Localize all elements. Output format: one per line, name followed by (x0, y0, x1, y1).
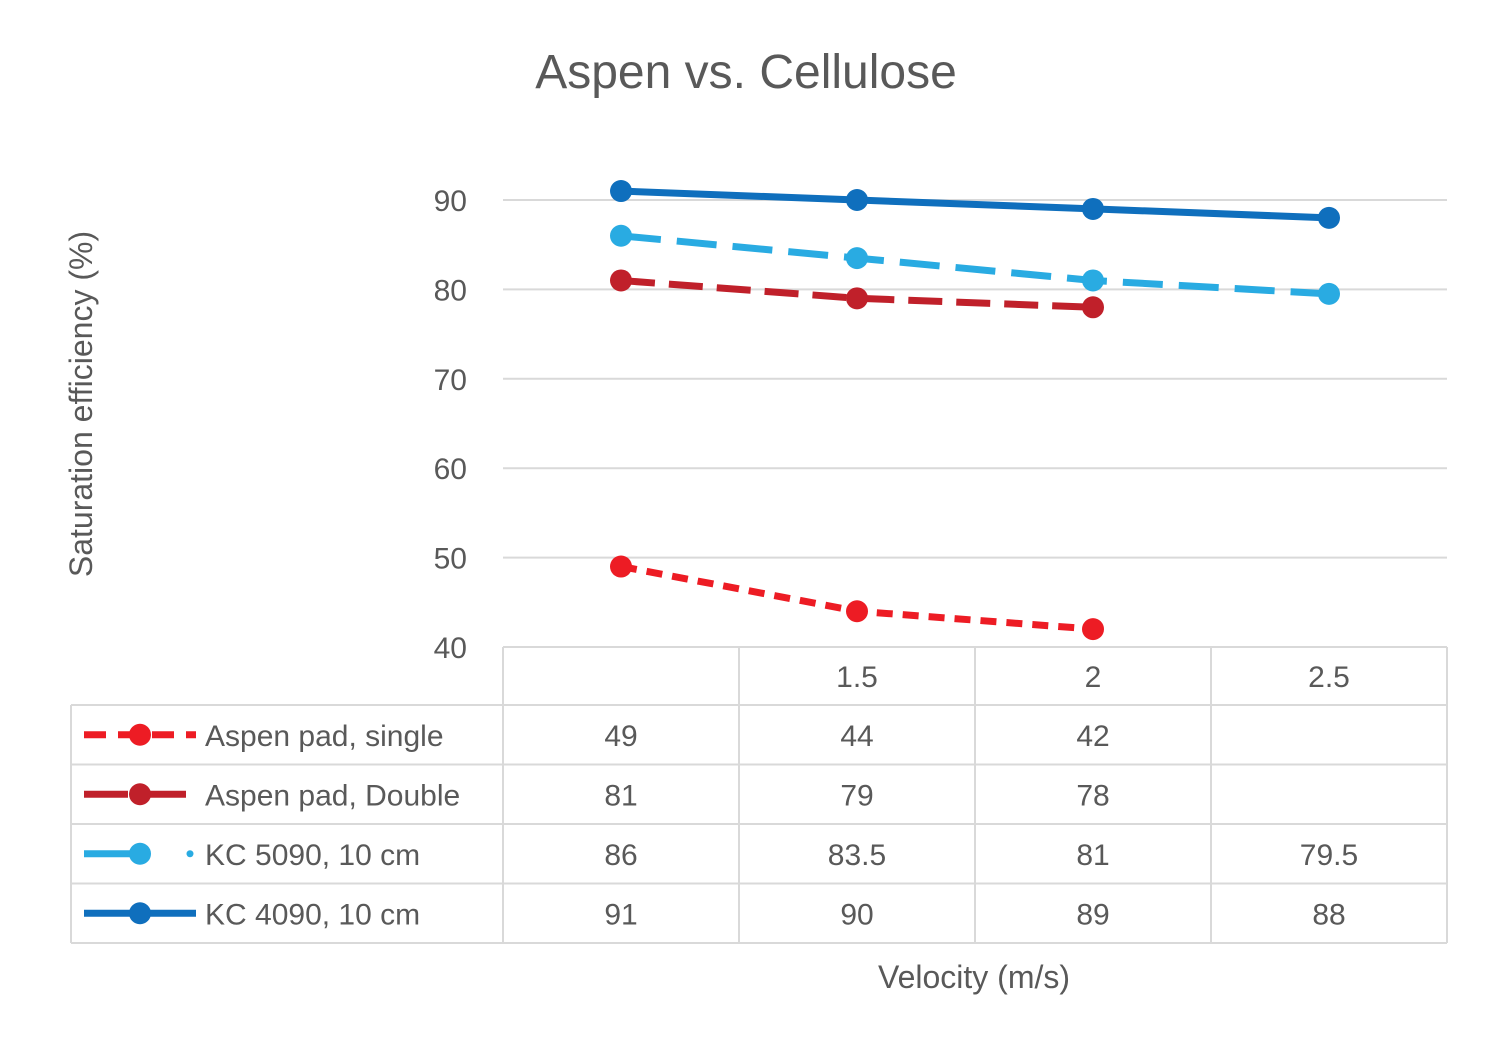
legend-key (84, 723, 196, 746)
data-point (846, 247, 868, 270)
legend-key-dot (186, 850, 194, 858)
data-point (610, 269, 632, 292)
data-point (610, 555, 632, 578)
table-value: 44 (840, 720, 873, 753)
x-tick-label: 2 (1085, 661, 1102, 694)
table-value: 78 (1076, 779, 1109, 812)
table-value: 86 (604, 839, 637, 872)
legend-key-marker (129, 842, 151, 865)
y-tick-labels: 40 50 60 70 80 90 (434, 185, 467, 665)
legend-key (84, 902, 196, 925)
table-value: 88 (1312, 898, 1345, 931)
data-point (1082, 296, 1104, 319)
legend-key-marker (129, 783, 151, 806)
y-tick-label: 90 (434, 185, 467, 218)
legend-key-marker (129, 723, 151, 746)
data-point (1082, 269, 1104, 292)
data-point (846, 287, 868, 310)
table-value: 81 (1076, 839, 1109, 872)
y-tick-label: 40 (434, 632, 467, 665)
table-value: 42 (1076, 720, 1109, 753)
table-value: 79 (840, 779, 873, 812)
y-tick-label: 70 (434, 364, 467, 397)
y-tick-label: 50 (434, 543, 467, 576)
table-value: 49 (604, 720, 637, 753)
legend-label: KC 5090, 10 cm (205, 839, 420, 872)
table-value: 79.5 (1300, 839, 1358, 872)
x-tick-label: 1.5 (836, 661, 878, 694)
data-point (610, 180, 632, 203)
gridlines (503, 199, 1447, 559)
data-point (1082, 618, 1104, 641)
legend-key (84, 842, 194, 865)
legend-label: Aspen pad, Double (205, 779, 460, 812)
legend-label: KC 4090, 10 cm (205, 898, 420, 931)
table-value: 83.5 (828, 839, 886, 872)
data-point (846, 600, 868, 623)
data-point (846, 189, 868, 211)
chart-title: Aspen vs. Cellulose (535, 46, 957, 99)
series-line (620, 232, 1330, 298)
series-line (620, 277, 1094, 311)
x-tick-label: 2.5 (1308, 661, 1350, 694)
table-value: 91 (604, 898, 637, 931)
data-point (1318, 282, 1340, 305)
series-line (620, 187, 1330, 222)
legend-label: Aspen pad, single (205, 720, 444, 753)
x-axis-label: Velocity (m/s) (878, 959, 1070, 995)
legend-key-marker (129, 902, 151, 925)
table-value: 89 (1076, 898, 1109, 931)
table-value: 81 (604, 779, 637, 812)
series-lines (610, 180, 1340, 641)
data-point (1082, 197, 1104, 220)
data-point (1318, 206, 1340, 229)
y-axis-label: Saturation efficiency (%) (63, 231, 99, 577)
table-value: 90 (840, 898, 873, 931)
y-tick-label: 80 (434, 274, 467, 307)
y-tick-label: 60 (434, 453, 467, 486)
legend-key (84, 783, 196, 806)
data-table: 1.5 2 2.5 Aspen pad, single 49 44 42 Aspen pad,… (70, 646, 1448, 944)
data-point (610, 224, 632, 247)
